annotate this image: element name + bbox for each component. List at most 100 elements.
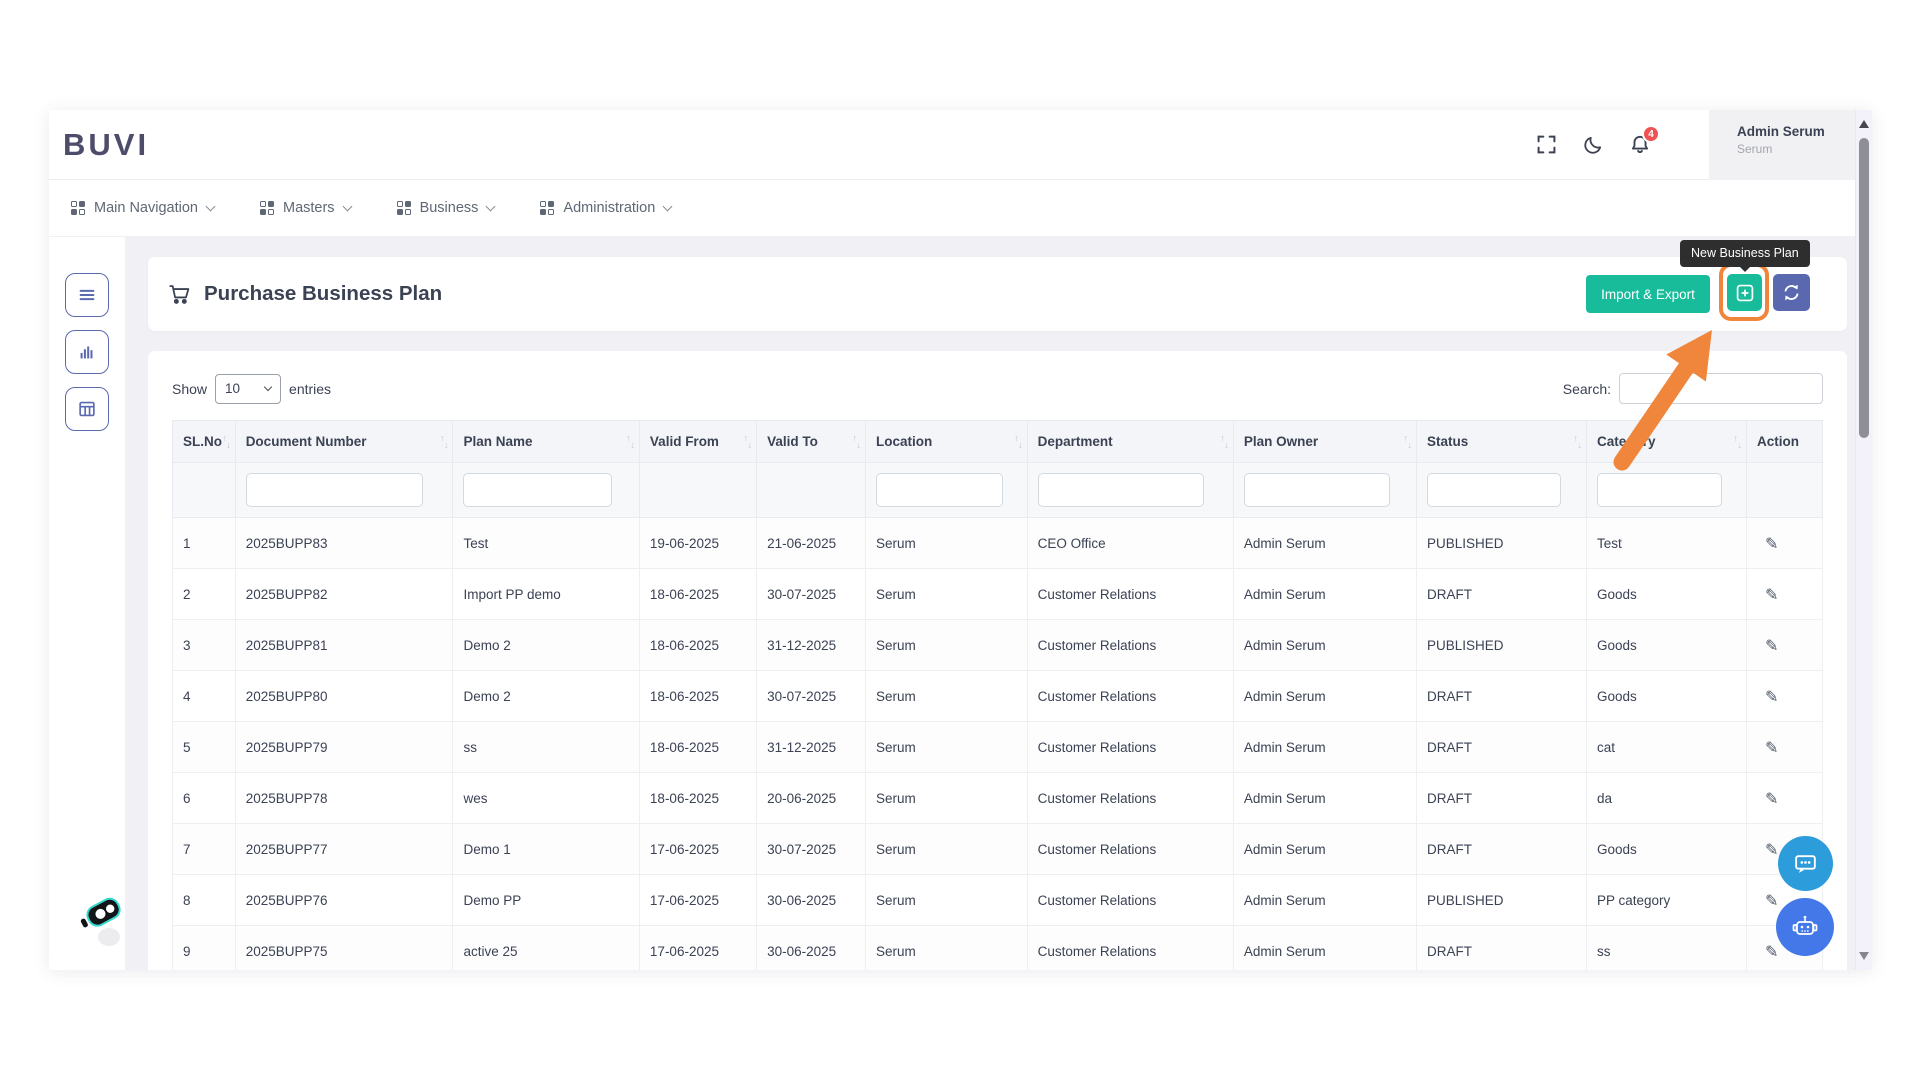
- cell-plan-owner: Admin Serum: [1233, 773, 1416, 824]
- filter-input-status[interactable]: [1427, 473, 1561, 507]
- filter-input-plan-name[interactable]: [463, 473, 612, 507]
- add-plus-icon: [1736, 284, 1754, 302]
- cell-sl-no: 3: [173, 620, 236, 671]
- edit-pencil-button[interactable]: ✎: [1765, 636, 1778, 655]
- cell-category: Test: [1586, 518, 1746, 569]
- chat-fab-button[interactable]: [1778, 836, 1833, 891]
- cell-valid-from: 18-06-2025: [639, 671, 756, 722]
- column-header-status[interactable]: Status↑↓: [1417, 421, 1587, 463]
- cell-status: DRAFT: [1417, 926, 1587, 971]
- nav-label: Main Navigation: [94, 200, 198, 216]
- filter-cell-plan-owner: [1233, 463, 1416, 518]
- sidebar-table-button[interactable]: [65, 387, 109, 431]
- cell-plan-name: Demo 2: [453, 620, 639, 671]
- cell-location: Serum: [865, 620, 1027, 671]
- nav-label: Administration: [563, 200, 655, 216]
- data-table: SL.No↑↓Document Number↑↓Plan Name↑↓Valid…: [172, 420, 1823, 970]
- cell-location: Serum: [865, 773, 1027, 824]
- cell-plan-owner: Admin Serum: [1233, 518, 1416, 569]
- page-title: Purchase Business Plan: [204, 282, 442, 306]
- search-input[interactable]: [1619, 373, 1823, 404]
- import-export-button[interactable]: Import & Export: [1586, 275, 1710, 313]
- edit-pencil-button[interactable]: ✎: [1765, 891, 1778, 910]
- cell-sl-no: 8: [173, 875, 236, 926]
- assistant-bot-fab-button[interactable]: [1776, 898, 1834, 956]
- filter-cell-valid-to: [757, 463, 866, 518]
- edit-pencil-button[interactable]: ✎: [1765, 738, 1778, 757]
- scrollbar[interactable]: [1855, 110, 1872, 970]
- scroll-up-arrow[interactable]: [1859, 120, 1869, 128]
- edit-pencil-button[interactable]: ✎: [1765, 687, 1778, 706]
- cell-category: ss: [1586, 926, 1746, 971]
- grid-icon: [540, 201, 554, 215]
- logo: BUVI: [63, 127, 149, 163]
- column-header-valid-from[interactable]: Valid From↑↓: [639, 421, 756, 463]
- cell-valid-from: 18-06-2025: [639, 620, 756, 671]
- dark-mode-moon-icon[interactable]: [1583, 135, 1603, 155]
- chevron-down-icon: [663, 201, 673, 211]
- column-header-department[interactable]: Department↑↓: [1027, 421, 1233, 463]
- page-header-card: Purchase Business Plan Import & Export: [148, 257, 1847, 331]
- cell-plan-owner: Admin Serum: [1233, 620, 1416, 671]
- cell-sl-no: 2: [173, 569, 236, 620]
- edit-pencil-button[interactable]: ✎: [1765, 585, 1778, 604]
- edit-pencil-button[interactable]: ✎: [1765, 942, 1778, 961]
- cell-location: Serum: [865, 518, 1027, 569]
- cell-location: Serum: [865, 569, 1027, 620]
- sidebar-menu-button[interactable]: [65, 273, 109, 317]
- cell-plan-name: Demo 1: [453, 824, 639, 875]
- cell-status: DRAFT: [1417, 569, 1587, 620]
- column-header-location[interactable]: Location↑↓: [865, 421, 1027, 463]
- page-size-select[interactable]: 10: [215, 374, 281, 404]
- nav-item-business[interactable]: Business: [397, 200, 495, 216]
- filter-input-category[interactable]: [1597, 473, 1722, 507]
- header-row: SL.No↑↓Document Number↑↓Plan Name↑↓Valid…: [173, 421, 1823, 463]
- cell-plan-name: ss: [453, 722, 639, 773]
- nav-item-main-navigation[interactable]: Main Navigation: [71, 200, 214, 216]
- fullscreen-icon[interactable]: [1537, 135, 1556, 154]
- cell-document-number: 2025BUPP75: [235, 926, 453, 971]
- edit-pencil-button[interactable]: ✎: [1765, 789, 1778, 808]
- mascot-robot: [76, 890, 138, 948]
- cell-plan-owner: Admin Serum: [1233, 569, 1416, 620]
- refresh-icon: [1782, 283, 1801, 302]
- cell-category: Goods: [1586, 671, 1746, 722]
- nav-label: Business: [420, 200, 479, 216]
- cell-document-number: 2025BUPP81: [235, 620, 453, 671]
- edit-pencil-button[interactable]: ✎: [1765, 534, 1778, 553]
- user-menu[interactable]: Admin Serum Serum: [1709, 110, 1855, 180]
- column-header-plan-owner[interactable]: Plan Owner↑↓: [1233, 421, 1416, 463]
- filter-input-document-number[interactable]: [246, 473, 423, 507]
- tooltip-new-business-plan: New Business Plan: [1680, 240, 1810, 267]
- column-header-category[interactable]: Category↑↓: [1586, 421, 1746, 463]
- nav-item-masters[interactable]: Masters: [260, 200, 351, 216]
- refresh-button[interactable]: [1773, 274, 1810, 311]
- table-row: 32025BUPP81Demo 218-06-202531-12-2025Ser…: [173, 620, 1823, 671]
- column-header-plan-name[interactable]: Plan Name↑↓: [453, 421, 639, 463]
- column-header-document-number[interactable]: Document Number↑↓: [235, 421, 453, 463]
- sidebar-chart-button[interactable]: [65, 330, 109, 374]
- new-business-plan-button[interactable]: [1727, 274, 1762, 311]
- cell-status: DRAFT: [1417, 824, 1587, 875]
- table-row: 12025BUPP83Test19-06-202521-06-2025Serum…: [173, 518, 1823, 569]
- cell-valid-to: 30-06-2025: [757, 875, 866, 926]
- bar-chart-icon: [76, 341, 98, 363]
- edit-pencil-button[interactable]: ✎: [1765, 840, 1778, 859]
- filter-input-location[interactable]: [876, 473, 1003, 507]
- filter-input-plan-owner[interactable]: [1244, 473, 1390, 507]
- cart-icon: [168, 284, 191, 305]
- scroll-down-arrow[interactable]: [1859, 952, 1869, 960]
- robot-icon: [1790, 912, 1820, 942]
- filter-input-department[interactable]: [1038, 473, 1205, 507]
- scroll-thumb[interactable]: [1859, 138, 1869, 438]
- filter-cell-status: [1417, 463, 1587, 518]
- column-header-valid-to[interactable]: Valid To↑↓: [757, 421, 866, 463]
- notifications-bell-icon[interactable]: 4: [1630, 134, 1650, 155]
- cell-plan-name: Test: [453, 518, 639, 569]
- column-header-sl-no[interactable]: SL.No↑↓: [173, 421, 236, 463]
- cell-valid-from: 19-06-2025: [639, 518, 756, 569]
- user-name: Admin Serum: [1737, 124, 1855, 139]
- nav-item-administration[interactable]: Administration: [540, 200, 671, 216]
- cell-document-number: 2025BUPP83: [235, 518, 453, 569]
- filter-cell-category: [1586, 463, 1746, 518]
